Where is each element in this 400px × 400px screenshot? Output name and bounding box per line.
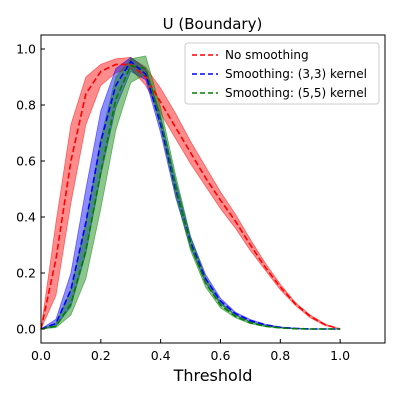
- series-line-2: [40, 60, 341, 330]
- y-tick-label: 1.0: [16, 42, 36, 57]
- y-tick-label: 0.0: [16, 322, 36, 337]
- y-tick-label: 0.2: [16, 266, 36, 281]
- series-lines: [40, 60, 341, 330]
- series-band-3: [40, 55, 341, 330]
- legend-label-2: Smoothing: (3,3) kernel: [225, 67, 367, 81]
- y-axis-ticks: 0.0 0.2 0.4 0.6 0.8 1.0: [16, 42, 45, 337]
- y-tick-label: 0.4: [16, 210, 36, 225]
- legend-label-1: No smoothing: [225, 48, 309, 62]
- x-tick-label: 0.0: [31, 348, 51, 363]
- x-axis-ticks: 0.0 0.2 0.4 0.6 0.8 1.0: [31, 339, 350, 363]
- series-line-1: [40, 63, 341, 330]
- x-tick-label: 0.2: [91, 348, 111, 363]
- x-tick-label: 0.4: [151, 348, 171, 363]
- chart-title: U (Boundary): [163, 15, 263, 33]
- x-tick-label: 0.6: [211, 348, 231, 363]
- x-axis-label: Threshold: [173, 366, 253, 385]
- legend-label-3: Smoothing: (5,5) kernel: [225, 86, 367, 100]
- plot-frame: [40, 34, 386, 344]
- x-tick-label: 0.8: [270, 348, 290, 363]
- x-tick-label: 1.0: [330, 348, 350, 363]
- y-tick-label: 0.6: [16, 154, 36, 169]
- legend: No smoothing Smoothing: (3,3) kernel Smoot…: [184, 42, 380, 105]
- legend-box: [184, 42, 380, 105]
- y-tick-label: 0.8: [16, 98, 36, 113]
